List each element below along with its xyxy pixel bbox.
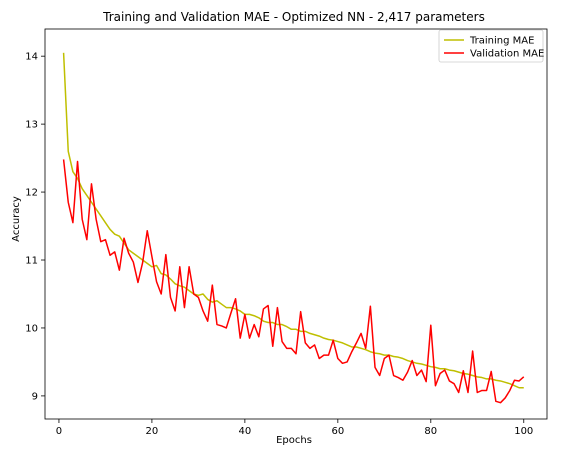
legend-label: Training MAE [469, 36, 534, 47]
x-tick-label: 60 [331, 426, 344, 437]
x-tick-label: 100 [514, 426, 533, 437]
y-tick-label: 11 [25, 256, 38, 267]
series-line-validation-mae [62, 159, 525, 404]
y-tick-label: 9 [32, 391, 38, 402]
y-tick-label: 13 [25, 120, 38, 131]
x-tick-label: 80 [424, 426, 437, 437]
y-axis-label: Accuracy [11, 196, 22, 242]
legend-box [438, 29, 544, 63]
legend: Training MAE Validation MAE [438, 29, 544, 63]
y-tick-label: 10 [25, 323, 38, 334]
x-axis-label: Epochs [276, 435, 312, 446]
x-tick-label: 0 [56, 426, 62, 437]
y-tick-label: 14 [25, 52, 38, 63]
x-tick-label: 20 [146, 426, 159, 437]
y-tick-label: 12 [25, 188, 38, 199]
series-line-training-mae [62, 52, 524, 389]
legend-label: Validation MAE [470, 49, 544, 60]
plot-area: 0 20 40 60 80 100 9 10 11 12 13 14 [25, 28, 548, 437]
x-tick-label: 40 [239, 426, 252, 437]
axes-frame [44, 28, 548, 420]
chart-title: Training and Validation MAE - Optimized … [102, 10, 485, 24]
